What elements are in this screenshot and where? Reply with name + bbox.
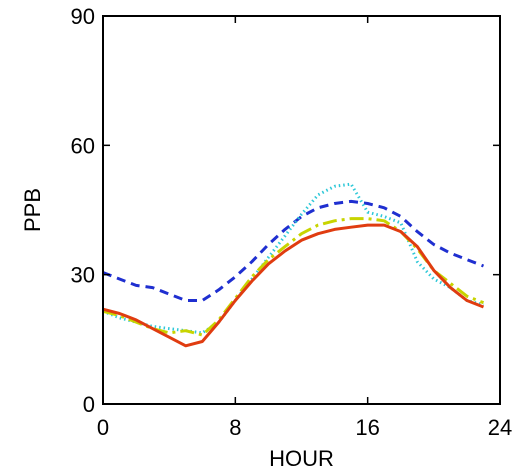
x-tick-label: 8 — [229, 415, 241, 440]
series-line-dotted — [102, 182, 484, 335]
series-line-dashed — [102, 199, 485, 302]
series-layer — [102, 182, 485, 348]
ticks-layer: 0 8 16 24 0 30 60 90 — [71, 4, 512, 440]
series-line-solid — [102, 223, 485, 348]
y-tick-label: 30 — [71, 263, 95, 288]
x-tick-label: 0 — [97, 415, 109, 440]
x-tick-label: 16 — [355, 415, 379, 440]
plot-frame — [102, 15, 501, 405]
x-axis-label: HOUR — [269, 446, 334, 471]
y-tick-label: 90 — [71, 4, 95, 29]
y-axis-label: PPB — [20, 188, 45, 232]
y-tick-label: 0 — [83, 392, 95, 417]
x-tick-label: 24 — [488, 415, 512, 440]
series-line-dashdot — [102, 217, 485, 337]
y-tick-label: 60 — [71, 133, 95, 158]
